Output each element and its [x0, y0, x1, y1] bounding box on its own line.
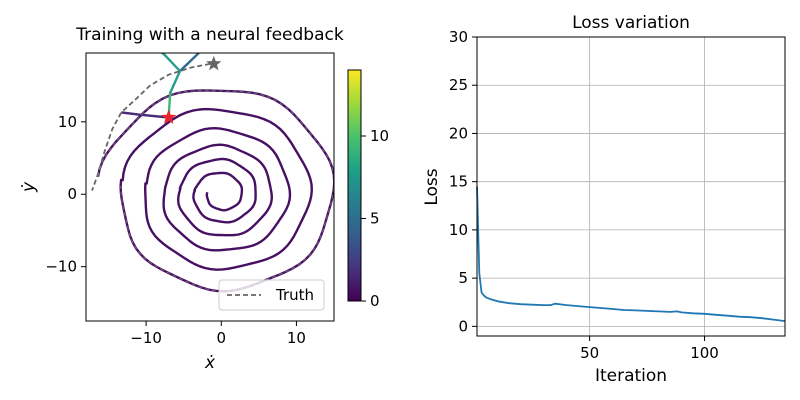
loss-ytick-label: 20	[449, 124, 468, 142]
marker-learned-start	[161, 109, 177, 124]
legend-truth-label: Truth	[275, 286, 314, 304]
colorbar-ticks: 0 5 10	[361, 127, 389, 310]
phase-plot-frame	[85, 52, 335, 322]
phase-plot-xlabel: ẋ	[204, 353, 216, 373]
trajectory-branch-segment	[168, 69, 182, 95]
phase-plot: Training with a neural feedback −10 0 10−1…	[19, 25, 389, 373]
phase-xtick-label: 10	[287, 329, 306, 347]
phase-plot-ylabel: ẏ	[19, 181, 39, 193]
colorbar-tick-label: 5	[370, 210, 380, 228]
loss-line	[476, 186, 786, 322]
loss-plot-frame	[476, 36, 786, 337]
trajectory-spiral	[96, 89, 334, 293]
phase-ytick-label: −10	[45, 258, 77, 276]
loss-xtick-label: 100	[690, 344, 719, 362]
legend-box	[218, 279, 325, 311]
trajectory-lead-in	[121, 111, 169, 119]
colorbar-gradient	[347, 69, 362, 302]
loss-plot: Loss variation 50 100 0 5 10 15 20 25 30 Iterati…	[422, 13, 786, 386]
phase-xtick-label: −10	[130, 329, 162, 347]
phase-plot-legend: Truth	[218, 279, 325, 311]
loss-plot-ylabel: Loss	[422, 168, 442, 205]
colorbar: 0 5 10	[347, 69, 389, 310]
phase-ytick-label: 10	[58, 113, 77, 131]
trajectory-branch-upper	[160, 53, 167, 57]
truth-line-spiral	[97, 89, 334, 292]
phase-plot-axes: −10 0 10 −10 0 10	[45, 113, 306, 347]
colorbar-tick-label: 0	[370, 292, 380, 310]
loss-plot-series	[476, 186, 786, 322]
colorbar-tick-label: 10	[370, 127, 389, 145]
phase-ytick-label: 0	[67, 185, 77, 203]
truth-line	[91, 63, 211, 191]
loss-plot-xlabel: Iteration	[595, 366, 667, 386]
loss-ytick-label: 30	[449, 28, 468, 46]
loss-plot-grid	[477, 36, 785, 336]
loss-xtick-label: 50	[580, 344, 599, 362]
phase-xtick-label: 0	[216, 329, 226, 347]
trajectory-branch-upper	[163, 53, 182, 73]
loss-ytick-label: 15	[449, 173, 468, 191]
phase-plot-area	[91, 53, 334, 293]
marker-start	[206, 55, 222, 71]
loss-ytick-label: 25	[449, 76, 468, 94]
loss-plot-title: Loss variation	[572, 13, 690, 33]
loss-ytick-label: 10	[449, 221, 468, 239]
loss-plot-axes: 50 100 0 5 10 15 20 25 30	[449, 28, 719, 362]
loss-ytick-label: 0	[458, 317, 468, 335]
loss-ytick-label: 5	[458, 269, 468, 287]
phase-plot-title: Training with a neural feedback	[75, 25, 344, 45]
trajectory-branch-segment	[178, 53, 200, 73]
